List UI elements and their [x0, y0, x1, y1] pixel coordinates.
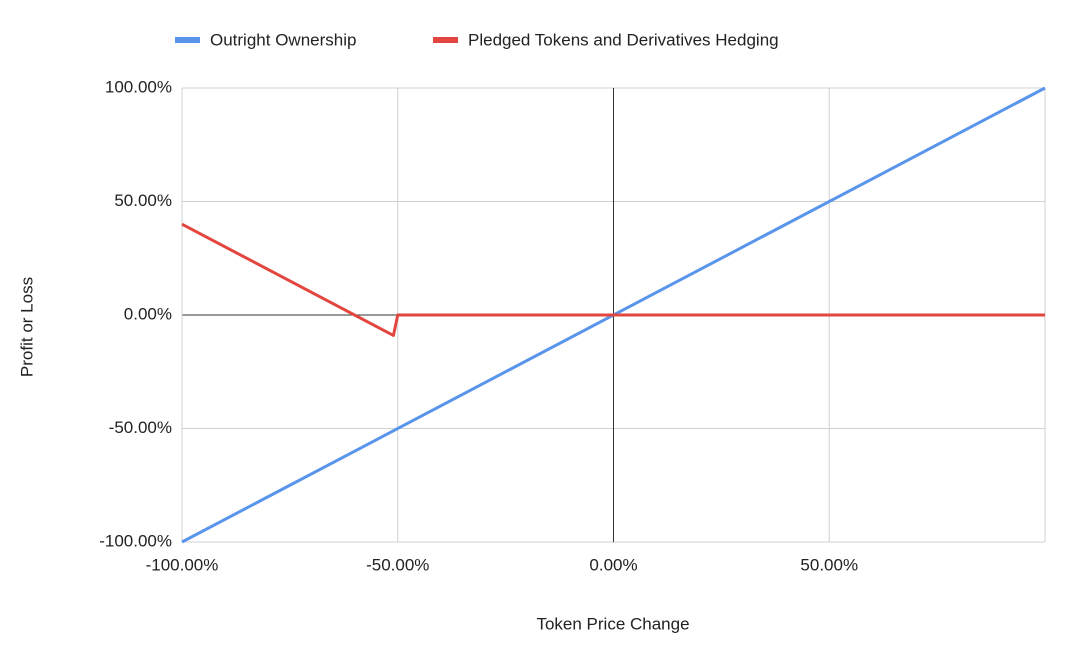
x-tick-label: -100.00%	[146, 555, 219, 574]
legend-label: Pledged Tokens and Derivatives Hedging	[468, 30, 779, 49]
y-tick-label: 0.00%	[124, 304, 172, 323]
y-axis-title: Profit or Loss	[17, 277, 36, 377]
x-tick-label: 50.00%	[800, 555, 858, 574]
y-tick-label: 50.00%	[114, 191, 172, 210]
y-tick-label: -50.00%	[109, 418, 172, 437]
legend-label: Outright Ownership	[210, 30, 356, 49]
x-tick-label: 0.00%	[589, 555, 637, 574]
x-axis-title: Token Price Change	[536, 614, 689, 633]
legend-swatch	[175, 37, 200, 43]
legend-swatch	[433, 37, 458, 43]
y-tick-label: -100.00%	[99, 531, 172, 550]
line	[181, 222, 1045, 337]
y-tick-label: 100.00%	[105, 77, 172, 96]
x-tick-label: -50.00%	[366, 555, 429, 574]
